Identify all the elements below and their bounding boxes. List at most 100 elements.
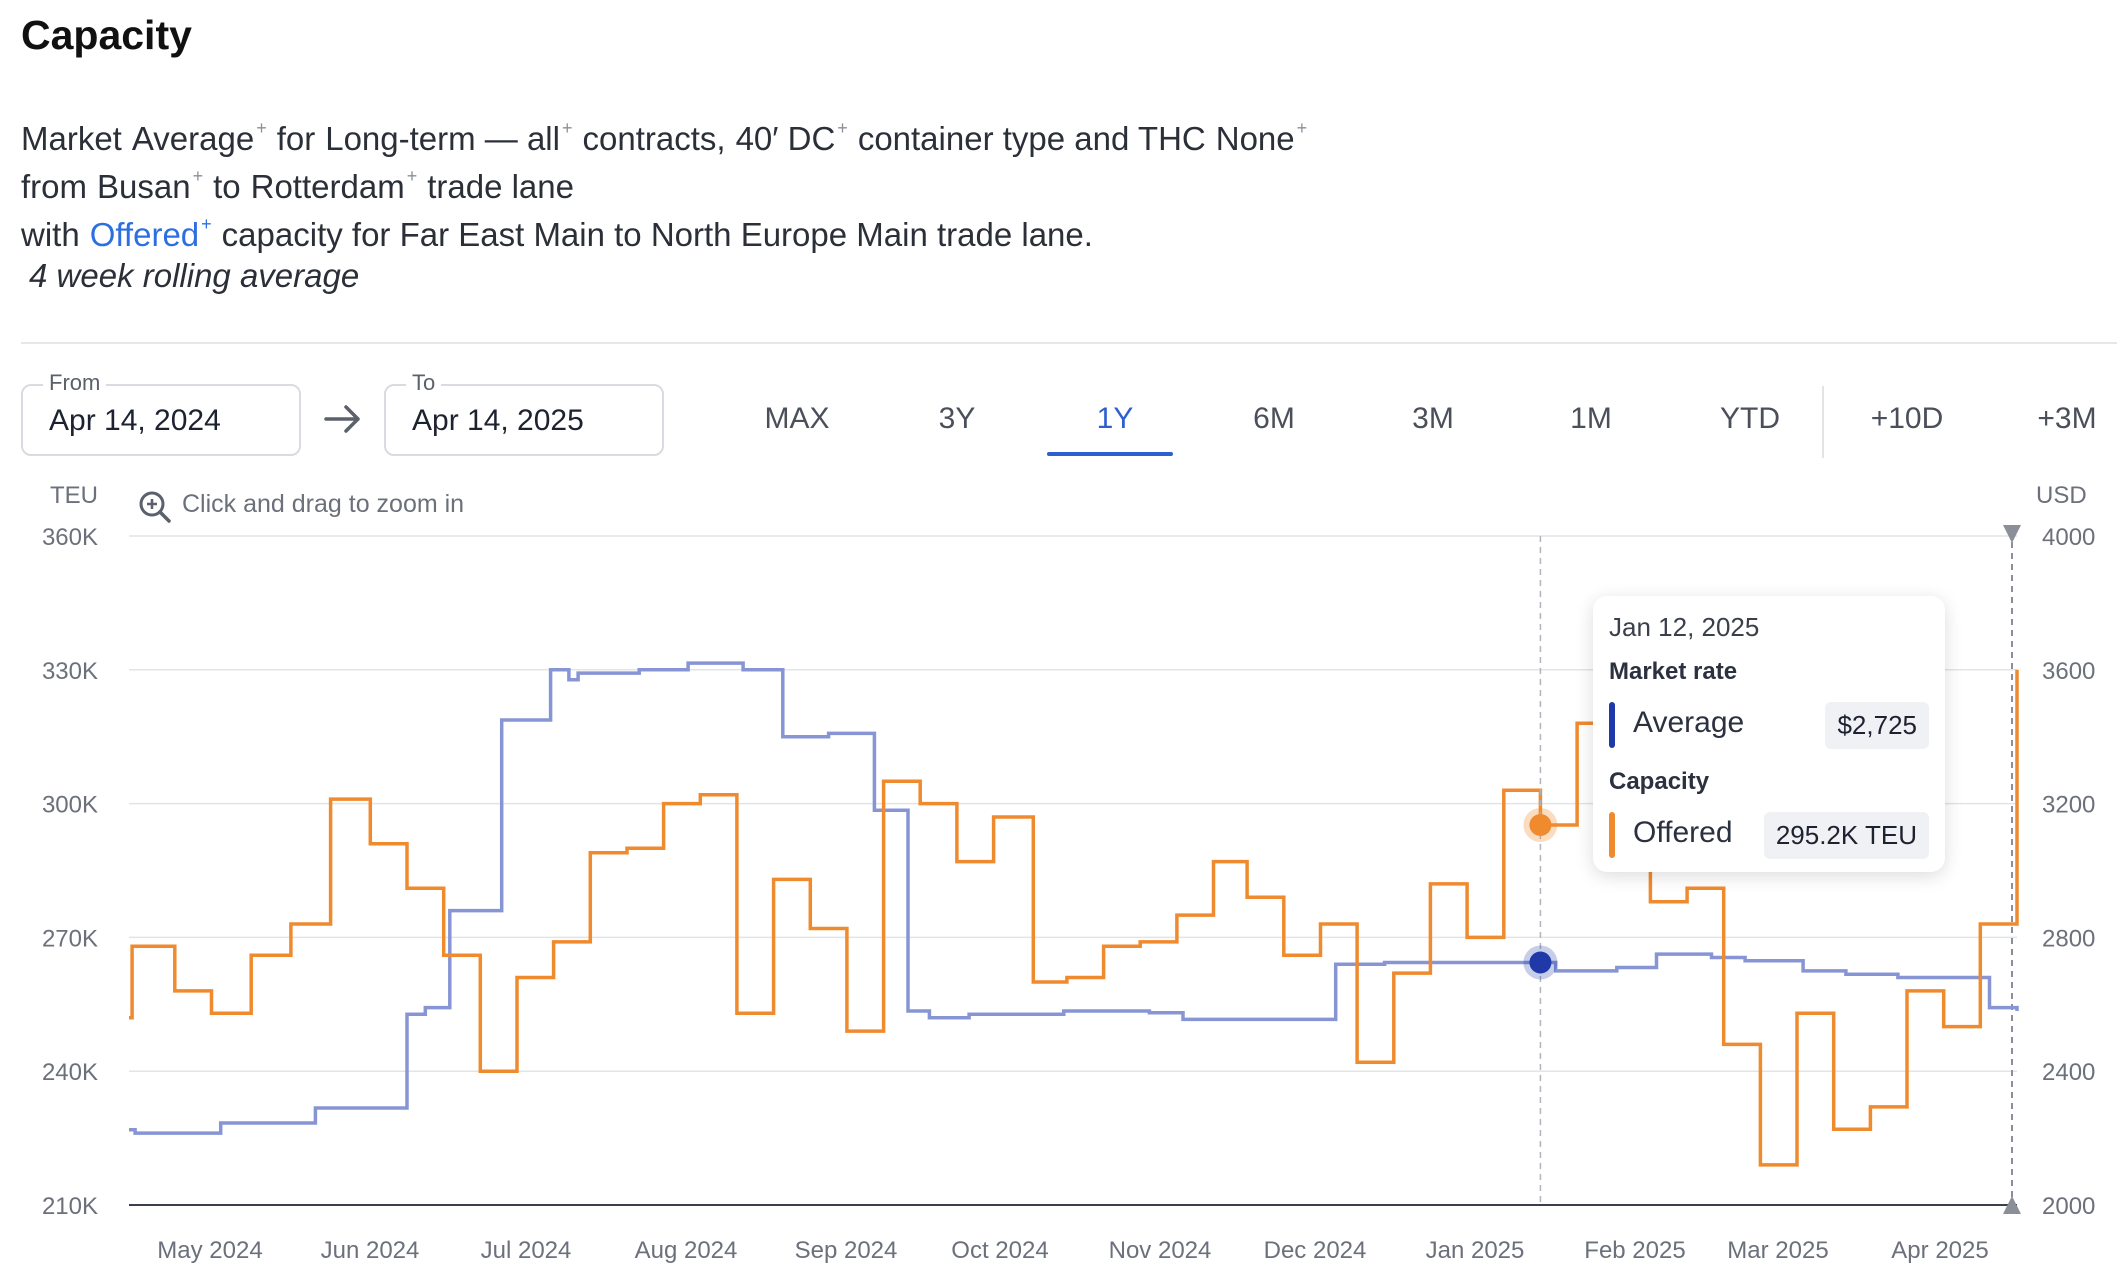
to-date-value: Apr 14, 2025: [412, 404, 584, 437]
plus-icon: +: [1296, 118, 1308, 138]
description-text: from: [21, 168, 87, 205]
right-tick-label: 3200: [2042, 792, 2095, 819]
plus-icon: +: [201, 214, 212, 234]
x-tick-label: Jan 2025: [1426, 1237, 1525, 1264]
description-selector[interactable]: None +: [1215, 118, 1308, 157]
x-tick-label: Mar 2025: [1727, 1237, 1828, 1264]
to-label: To: [406, 370, 442, 396]
zoom-hint: Click and drag to zoom in: [182, 490, 465, 518]
tab-max[interactable]: MAX: [764, 402, 830, 435]
tab-separator: [1822, 386, 1824, 458]
description: Market Average + for Long-term — all + contrac…: [21, 108, 1621, 300]
description-selector[interactable]: Busan +: [97, 166, 203, 205]
description-segment-text: Rotterdam: [250, 168, 405, 205]
description-segment-text: for: [276, 120, 316, 157]
description-segment-text: Busan: [97, 168, 191, 205]
description-selector[interactable]: Offered +: [89, 214, 212, 253]
description-segment-text: contracts,: [582, 120, 726, 157]
tooltip-offered-value: 295.2K TEU: [1763, 812, 1929, 859]
right-tick-label: 2400: [2042, 1059, 2095, 1086]
description-segment-text: None: [1215, 120, 1295, 157]
rolling-average-note: 4 week rolling average: [29, 257, 360, 294]
right-tick-label: 4000: [2042, 524, 2095, 551]
divider: [21, 342, 2117, 344]
description-text: Market: [21, 120, 122, 157]
tab-1m[interactable]: 1M: [1570, 402, 1612, 435]
marker-triangle-bottom-icon: [2003, 1196, 2021, 1214]
average-marker: [1529, 951, 1552, 974]
description-line-2: from Busan + to Rotterdam + trade lane: [21, 156, 1621, 205]
description-segment-text: to: [213, 168, 241, 205]
description-line-3: with Offered + capacity for Far East Main t…: [21, 204, 1621, 253]
description-text: for: [277, 120, 316, 157]
description-text: capacity for Far East Main to North Euro…: [222, 216, 1093, 253]
description-selector[interactable]: Rotterdam +: [250, 166, 418, 205]
right-tick-label: 3600: [2042, 658, 2095, 685]
description-segment-text: trade lane: [427, 168, 574, 205]
zoom-in-icon: [139, 491, 171, 523]
x-tick-label: Jun 2024: [321, 1237, 420, 1264]
tab-6m[interactable]: 6M: [1253, 402, 1295, 435]
description-text: with: [21, 216, 80, 253]
tooltip-average-value: $2,725: [1825, 702, 1929, 749]
left-axis-unit: TEU: [50, 482, 98, 509]
right-axis-unit: USD: [2036, 482, 2087, 509]
offered-marker: [1529, 814, 1552, 837]
description-segment-text: with: [21, 216, 80, 253]
from-date-value: Apr 14, 2024: [49, 404, 221, 437]
left-tick-label: 240K: [42, 1059, 98, 1086]
description-segment-text: Long-term — all: [325, 120, 560, 157]
x-tick-label: Apr 2025: [1891, 1237, 1988, 1264]
description-selector[interactable]: Long-term — all +: [325, 118, 573, 157]
description-segment-text: container type and THC: [857, 120, 1206, 157]
series-offered-line: [129, 669, 2019, 1167]
left-tick-label: 360K: [42, 524, 98, 551]
tab-ytd[interactable]: YTD: [1720, 402, 1780, 435]
description-selector[interactable]: Average +: [131, 118, 267, 157]
capacity-chart[interactable]: 360K 330K 300K 270K 240K 210K 4000 3600 3200 2800…: [0, 470, 2126, 1268]
description-text: trade lane: [427, 168, 574, 205]
x-tick-label: Aug 2024: [635, 1237, 738, 1264]
description-selector[interactable]: 40′ DC +: [736, 118, 848, 157]
left-tick-label: 210K: [42, 1193, 98, 1220]
description-text: container type and THC: [858, 120, 1206, 157]
left-tick-label: 300K: [42, 792, 98, 819]
description-segment-text: Offered: [89, 216, 200, 253]
x-tick-label: Sep 2024: [795, 1237, 898, 1264]
to-date-field[interactable]: To Apr 14, 2025: [384, 370, 664, 456]
description-segment-text: capacity for Far East Main to North Euro…: [221, 216, 1093, 253]
from-date-field[interactable]: From Apr 14, 2024: [21, 370, 301, 456]
description-text: contracts,: [583, 120, 726, 157]
arrow-right-icon: [324, 405, 360, 433]
description-segment-text: Average: [131, 120, 255, 157]
tab-1y[interactable]: 1Y: [1096, 402, 1134, 435]
tab-3m[interactable]: 3M: [1412, 402, 1454, 435]
plus-icon: +: [837, 118, 848, 138]
description-text: to: [213, 168, 241, 205]
page-title: Capacity: [21, 12, 192, 58]
description-segment-text: from: [21, 168, 87, 205]
active-tab-indicator: [1047, 452, 1173, 456]
x-tick-label: Feb 2025: [1584, 1237, 1685, 1264]
tooltip-date: Jan 12, 2025: [1609, 612, 1760, 642]
x-tick-label: Dec 2024: [1264, 1237, 1367, 1264]
left-tick-label: 270K: [42, 925, 98, 952]
x-tick-label: Nov 2024: [1109, 1237, 1212, 1264]
plus-icon: +: [561, 118, 573, 138]
from-label: From: [43, 370, 107, 396]
plus-icon: +: [406, 166, 418, 186]
plus-icon: +: [256, 118, 267, 138]
tooltip-average-swatch: [1609, 702, 1615, 748]
tooltip-market-rate-title: Market rate: [1609, 658, 1738, 685]
tab-10d[interactable]: +10D: [1870, 402, 1944, 435]
right-tick-label: 2000: [2042, 1193, 2095, 1220]
x-tick-label: Oct 2024: [951, 1237, 1048, 1264]
tooltip-capacity-title: Capacity: [1609, 768, 1710, 795]
x-tick-label: Jul 2024: [481, 1237, 572, 1264]
tooltip-offered-swatch: [1609, 812, 1615, 858]
tab-3m[interactable]: +3M: [2037, 402, 2097, 435]
tab-3y[interactable]: 3Y: [938, 402, 976, 435]
left-tick-label: 330K: [42, 658, 98, 685]
description-segment-text: Market: [21, 120, 122, 157]
right-tick-label: 2800: [2042, 925, 2095, 952]
